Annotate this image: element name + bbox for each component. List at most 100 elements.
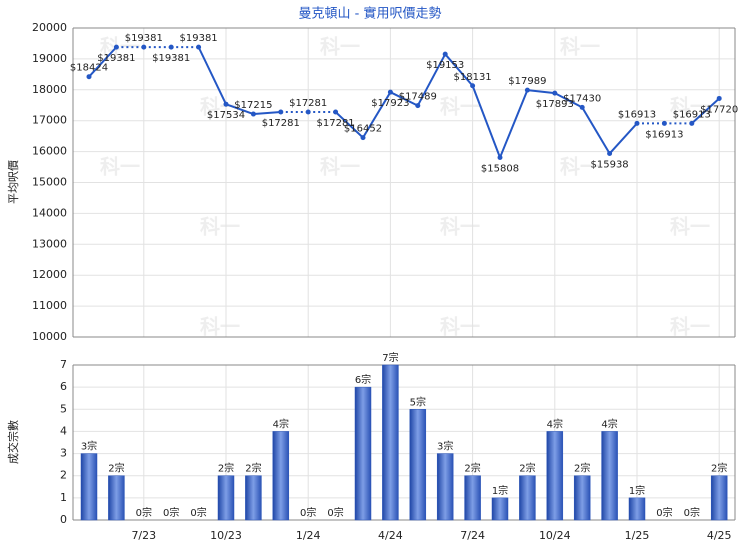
- watermark: 科一: [560, 35, 600, 59]
- watermark: 科一: [670, 215, 710, 239]
- line-segment: [444, 53, 474, 87]
- point: [278, 109, 284, 115]
- y-tick-label: 14000: [32, 206, 67, 219]
- data-label: $17720: [700, 104, 738, 115]
- data-label: $19381: [125, 33, 163, 44]
- point: [552, 90, 558, 96]
- bar: [245, 475, 262, 521]
- data-label: $16913: [618, 109, 656, 120]
- data-label: 6宗: [355, 373, 371, 386]
- x-tick-label: 1/24: [296, 529, 321, 542]
- point: [196, 44, 202, 50]
- line-segment: [362, 91, 392, 139]
- data-label: $15938: [591, 160, 629, 171]
- bar: [436, 453, 454, 521]
- line-segment: [499, 89, 529, 158]
- bar: [491, 497, 509, 521]
- watermark: 科一: [670, 315, 710, 339]
- data-label: $16913: [645, 129, 683, 140]
- bar: [272, 431, 290, 521]
- bar: [573, 475, 591, 521]
- y-tick-label: 19000: [32, 52, 67, 65]
- data-label: 2宗: [519, 462, 535, 475]
- y-tick-label: 17000: [32, 114, 67, 127]
- data-label: 2宗: [108, 462, 124, 475]
- bar: [628, 497, 646, 521]
- y-tick-label: 7: [60, 358, 67, 371]
- data-label: 0宗: [136, 506, 152, 519]
- data-label: 4宗: [547, 417, 563, 430]
- data-label: $17534: [207, 110, 245, 121]
- bar: [382, 364, 399, 521]
- data-label: 0宗: [190, 506, 206, 519]
- data-label: 3宗: [81, 440, 97, 453]
- point: [497, 155, 503, 161]
- data-label: $16452: [344, 124, 382, 135]
- watermark: 科一: [200, 315, 240, 339]
- point: [442, 51, 448, 57]
- data-label: $17489: [399, 92, 437, 103]
- data-label: $18131: [454, 72, 492, 83]
- bar: [80, 453, 98, 521]
- y-tick-label: 0: [60, 513, 67, 526]
- data-label: 4宗: [273, 417, 289, 430]
- point: [168, 44, 174, 50]
- data-label: 0宗: [684, 506, 700, 519]
- point: [360, 135, 366, 141]
- line-segment: [88, 46, 118, 78]
- y-tick-label: 13000: [32, 237, 67, 250]
- data-label: 3宗: [437, 440, 453, 453]
- data-label: 0宗: [163, 506, 179, 519]
- watermark: 科一: [440, 315, 480, 339]
- watermark: 科一: [320, 35, 360, 59]
- point: [333, 109, 339, 115]
- data-label: $16913: [673, 109, 711, 120]
- y-tick-label: 4: [60, 424, 67, 437]
- bar: [464, 475, 481, 521]
- bar: [519, 475, 536, 521]
- bar: [546, 431, 564, 521]
- data-label: $15808: [481, 164, 519, 175]
- line-segment: [527, 89, 555, 95]
- point: [141, 44, 147, 50]
- point: [223, 101, 229, 107]
- bar: [710, 475, 728, 521]
- x-tick-label: 4/24: [378, 529, 403, 542]
- line-segment: [197, 46, 227, 105]
- point: [524, 87, 530, 93]
- line-segment: [554, 92, 583, 109]
- data-label: 0宗: [656, 506, 672, 519]
- line-segment: [334, 111, 364, 139]
- line-segment: [225, 103, 254, 115]
- data-label: 1宗: [492, 484, 508, 497]
- data-label: 0宗: [327, 506, 343, 519]
- watermark: 科一: [100, 155, 140, 179]
- watermark: 科一: [440, 215, 480, 239]
- y-tick-label: 1: [60, 491, 67, 504]
- data-label: $19381: [180, 33, 218, 44]
- y-axis-label: 成交宗數: [6, 420, 20, 464]
- data-label: $18424: [70, 63, 108, 74]
- point: [689, 120, 695, 126]
- x-tick-label: 10/24: [539, 529, 571, 542]
- data-label: $19381: [152, 53, 190, 64]
- data-label: 0宗: [300, 506, 316, 519]
- data-label: 1宗: [629, 484, 645, 497]
- watermark: 科一: [440, 95, 480, 119]
- line-segment: [471, 85, 501, 158]
- data-label: 7宗: [382, 351, 398, 364]
- data-label: $17281: [262, 118, 300, 129]
- data-label: $19381: [97, 53, 135, 64]
- data-label: 2宗: [574, 462, 590, 475]
- point: [113, 44, 119, 50]
- point: [470, 83, 476, 89]
- point: [607, 151, 613, 157]
- point: [250, 111, 256, 117]
- y-tick-label: 6: [60, 380, 67, 393]
- bar: [108, 475, 125, 521]
- y-tick-label: 16000: [32, 145, 67, 158]
- line-segment: [253, 111, 281, 116]
- line-segment: [581, 106, 611, 155]
- watermark: 科一: [560, 155, 600, 179]
